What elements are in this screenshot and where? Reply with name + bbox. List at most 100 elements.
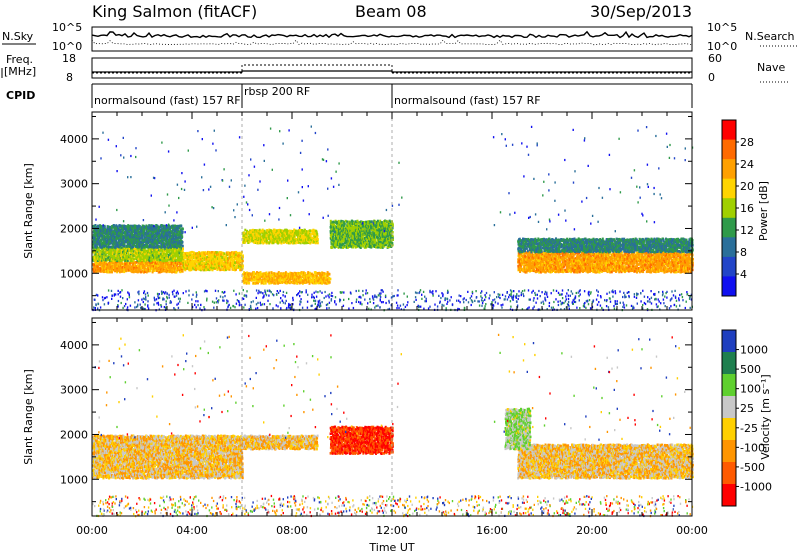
- noise-cell: [273, 294, 275, 297]
- noise-cell: [544, 298, 546, 301]
- noise-cell: [503, 298, 505, 301]
- heatmap-cell-band-6: [343, 222, 346, 226]
- noise-cell: [165, 303, 167, 306]
- heatmap-cell-band-0: [149, 261, 152, 265]
- heatmap-cell-band-1: [107, 256, 110, 260]
- heatmap-cell-band-2: [96, 245, 99, 249]
- noise-cell: [467, 301, 470, 304]
- noise-cell: [255, 296, 257, 299]
- noise-cell: [379, 295, 382, 299]
- noise-cell: [458, 294, 460, 297]
- heatmap-cell-band-0: [169, 265, 172, 269]
- noise-cell: [191, 298, 193, 301]
- noise-cell: [506, 291, 508, 294]
- noise-cell: [280, 297, 282, 300]
- noise-cell: [445, 307, 447, 310]
- noise-cell: [352, 306, 355, 310]
- noise-cell: [674, 295, 677, 298]
- noise-cell: [343, 298, 345, 301]
- noise-cell: [542, 302, 545, 305]
- noise-cell: [138, 290, 140, 293]
- noise-cell: [458, 299, 460, 302]
- noise-cell: [268, 289, 271, 292]
- noise-cell: [286, 306, 288, 310]
- heatmap-cell-band-0: [93, 265, 96, 268]
- noise-cell: [384, 294, 387, 297]
- noise-cell: [122, 297, 124, 300]
- heatmap-cell-band-1: [164, 248, 167, 251]
- noise-cell: [195, 295, 198, 298]
- noise-cell: [596, 289, 598, 292]
- noise-cell: [596, 303, 599, 306]
- noise-cell: [492, 304, 495, 307]
- noise-cell: [532, 307, 534, 310]
- heatmap-cell-band-1: [128, 254, 131, 258]
- noise-cell: [147, 304, 149, 307]
- heatmap-cell-band-1: [99, 249, 102, 253]
- noise-cell: [145, 298, 147, 301]
- heatmap-cell-band-1: [135, 257, 138, 260]
- noise-cell: [330, 299, 332, 302]
- noise-cell: [561, 293, 563, 296]
- heatmap-cell-band-0: [160, 265, 163, 268]
- heatmap-cell-band-5: [329, 277, 332, 281]
- noise-cell: [264, 289, 266, 292]
- heatmap-cell-band-1: [95, 248, 98, 252]
- heatmap-cell-band-0: [112, 261, 115, 265]
- heatmap-cell-band-4: [243, 231, 246, 235]
- noise-cell: [222, 299, 224, 302]
- heatmap-cell-band-0: [168, 261, 171, 265]
- heatmap-cell-band-0: [153, 269, 156, 272]
- noise-cell: [259, 301, 261, 304]
- noise-cell: [270, 291, 272, 294]
- heatmap-cell-band-1: [110, 258, 113, 261]
- noise-cell: [421, 293, 423, 296]
- noise-cell: [504, 298, 506, 301]
- noise-cell: [282, 290, 285, 294]
- noise-cell: [679, 293, 681, 297]
- noise-cell: [429, 305, 431, 308]
- heatmap-cell-band-0: [166, 261, 169, 264]
- heatmap-cell-band-1: [143, 248, 146, 251]
- heatmap-cell-band-1: [174, 256, 176, 260]
- heatmap-cell-band-0: [126, 265, 128, 268]
- noise-cell: [139, 303, 141, 306]
- noise-cell: [654, 298, 656, 301]
- heatmap-cell-band-0: [134, 270, 137, 273]
- heatmap-cell-band-0: [134, 265, 137, 268]
- noise-cell: [288, 306, 290, 309]
- noise-cell: [614, 300, 616, 303]
- noise-cell: [684, 306, 686, 310]
- heatmap-cell-band-0: [162, 266, 164, 270]
- noise-cell: [296, 294, 298, 297]
- noise-cell: [471, 290, 474, 293]
- noise-cell: [546, 293, 548, 296]
- noise-cell: [300, 301, 302, 304]
- heatmap-cell-band-1: [161, 259, 164, 263]
- heatmap-cell-band-0: [179, 260, 182, 264]
- noise-cell: [117, 305, 119, 308]
- noise-cell: [574, 295, 577, 298]
- heatmap-cell-band-0: [132, 270, 135, 274]
- noise-cell: [397, 289, 399, 292]
- noise-cell: [397, 294, 399, 297]
- noise-cell: [143, 307, 145, 310]
- noise-cell: [427, 307, 430, 310]
- noise-cell: [339, 300, 341, 303]
- noise-cell: [288, 302, 290, 306]
- heatmap-cell-band-0: [149, 269, 152, 273]
- heatmap-cell-band-1: [167, 250, 170, 254]
- heatmap-cell-band-0: [114, 268, 117, 272]
- noise-cell: [217, 301, 219, 304]
- noise-cell: [460, 295, 462, 298]
- noise-cell: [485, 291, 488, 295]
- noise-cell: [589, 292, 592, 295]
- noise-cell: [459, 301, 461, 304]
- noise-cell: [285, 299, 287, 302]
- heatmap-cell-band-2: [94, 243, 97, 247]
- noise-cell: [577, 291, 579, 294]
- noise-cell: [306, 300, 309, 303]
- heatmap-cell-band-1: [118, 251, 121, 255]
- noise-cell: [120, 301, 122, 305]
- noise-cell: [137, 303, 139, 306]
